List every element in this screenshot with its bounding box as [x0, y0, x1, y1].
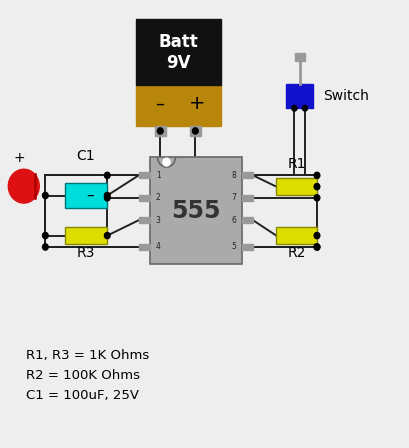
Bar [150, 157, 241, 264]
Bar [138, 172, 150, 178]
Text: 8: 8 [231, 171, 235, 180]
Circle shape [313, 172, 319, 178]
Bar [138, 217, 150, 223]
Circle shape [104, 172, 110, 178]
Circle shape [313, 195, 319, 201]
Text: –: – [86, 188, 94, 203]
Circle shape [157, 128, 163, 134]
Circle shape [104, 233, 110, 239]
Bar [64, 183, 107, 208]
Text: 6: 6 [231, 216, 235, 225]
Text: 5: 5 [231, 242, 235, 251]
Bar [135, 86, 221, 126]
Text: 7: 7 [231, 194, 235, 202]
Circle shape [43, 244, 48, 250]
Text: +: + [13, 151, 25, 165]
Circle shape [43, 233, 48, 239]
Circle shape [302, 105, 307, 111]
Bar [241, 172, 252, 178]
Circle shape [291, 105, 296, 111]
Circle shape [192, 128, 198, 134]
Text: 4: 4 [155, 242, 160, 251]
Text: R1: R1 [287, 157, 305, 172]
Text: R3: R3 [76, 246, 95, 260]
Bar [286, 84, 312, 108]
Circle shape [313, 244, 319, 250]
Circle shape [104, 192, 110, 198]
Text: Switch: Switch [322, 89, 368, 103]
Bar [135, 19, 221, 86]
Text: Batt
9V: Batt 9V [158, 33, 198, 72]
Circle shape [313, 233, 319, 239]
Bar [241, 195, 252, 201]
Circle shape [8, 169, 39, 203]
Bar [241, 217, 252, 223]
Bar [154, 126, 166, 136]
Circle shape [162, 158, 170, 166]
Bar [276, 227, 316, 244]
Bar [138, 195, 150, 201]
Bar [294, 52, 304, 60]
Bar [64, 227, 107, 244]
Bar [189, 126, 200, 136]
Text: 555: 555 [171, 198, 220, 223]
Bar [276, 178, 316, 195]
Bar [138, 244, 150, 250]
Text: 2: 2 [155, 194, 160, 202]
Text: –: – [155, 95, 164, 113]
Text: 1: 1 [155, 171, 160, 180]
Text: R1, R3 = 1K Ohms
R2 = 100K Ohms
C1 = 100uF, 25V: R1, R3 = 1K Ohms R2 = 100K Ohms C1 = 100… [26, 349, 149, 402]
Circle shape [313, 244, 319, 250]
Text: R2: R2 [287, 246, 305, 260]
Bar [241, 244, 252, 250]
Circle shape [313, 184, 319, 190]
Text: +: + [189, 94, 205, 113]
Circle shape [43, 192, 48, 198]
Text: 3: 3 [155, 216, 160, 225]
Text: C1: C1 [76, 149, 95, 163]
Circle shape [104, 195, 110, 201]
